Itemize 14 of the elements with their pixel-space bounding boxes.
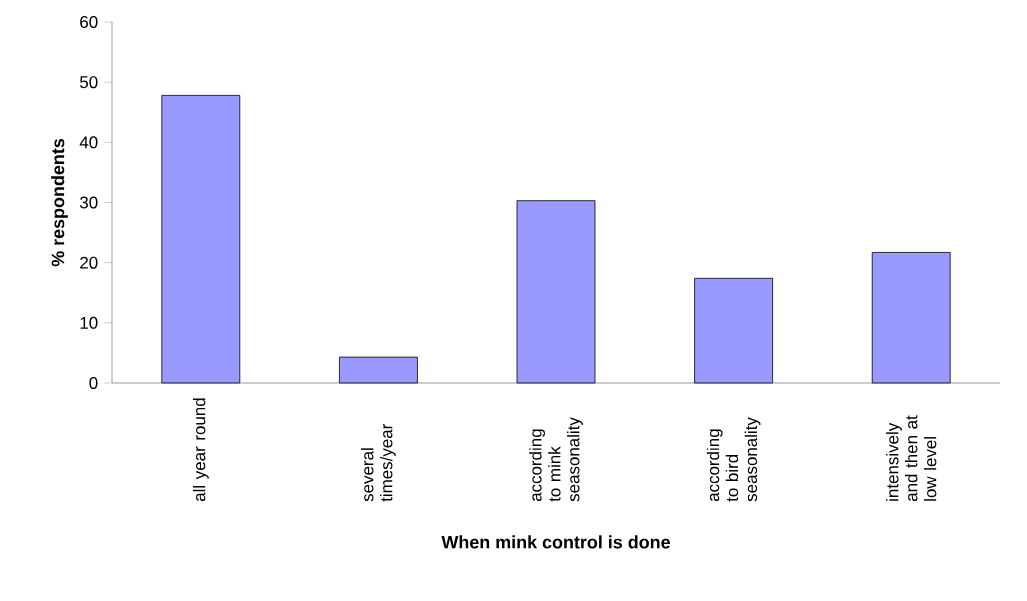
- y-tick-label: 30: [79, 196, 98, 209]
- y-axis-title: % respondents: [51, 138, 68, 267]
- x-tick-label: intensively and then at low level: [886, 415, 937, 502]
- y-tick-label: 0: [89, 376, 98, 389]
- y-tick-label: 50: [80, 76, 98, 89]
- x-axis-title: When mink control is done: [441, 535, 670, 549]
- y-tick-label: 40: [79, 136, 98, 149]
- x-tick-label: according to mink seasonality: [529, 417, 583, 502]
- y-tick-label: 10: [80, 316, 98, 329]
- y-tick-label: 60: [80, 15, 98, 28]
- y-tick-label: 20: [80, 256, 98, 269]
- x-tick-label: according to bird seasonality: [706, 417, 761, 502]
- x-tick-label: several times/year: [361, 424, 396, 502]
- x-tick-label: all year round: [192, 398, 209, 502]
